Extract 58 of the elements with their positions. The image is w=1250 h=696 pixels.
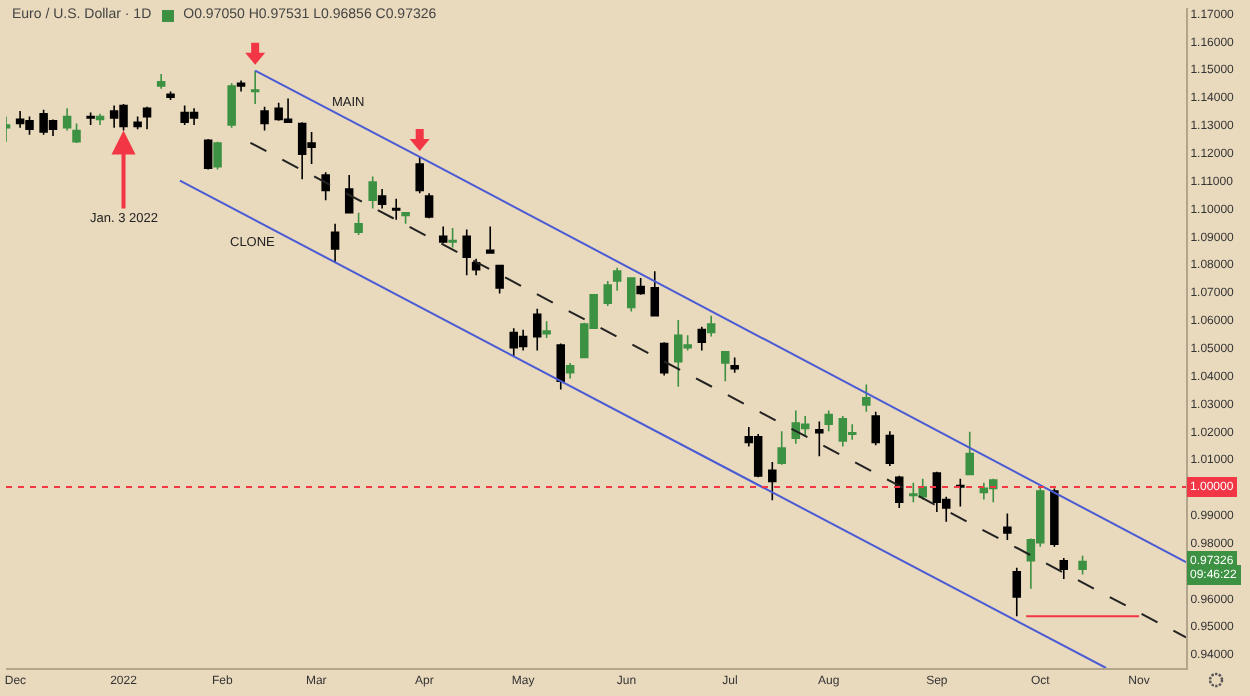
candlestick <box>627 277 636 313</box>
candlestick <box>236 79 246 93</box>
candlestick <box>448 227 457 249</box>
candlestick <box>227 82 236 129</box>
candlestick <box>142 106 152 130</box>
candlestick <box>800 415 810 438</box>
candlestick <box>612 267 622 292</box>
candlestick <box>815 420 824 458</box>
candlestick <box>95 113 105 126</box>
candlestick <box>636 277 645 296</box>
candlestick <box>72 122 81 144</box>
candlestick <box>697 326 707 352</box>
candlestick <box>260 106 269 132</box>
candlestick <box>730 356 739 374</box>
candlestick <box>706 314 716 338</box>
candlestick <box>485 225 495 254</box>
candlestick <box>330 223 340 264</box>
candlestick <box>377 188 387 210</box>
candlestick <box>250 69 260 105</box>
candlestick <box>542 320 551 339</box>
candlestick <box>86 111 95 126</box>
candlestick <box>368 175 377 210</box>
candlestick <box>965 431 974 476</box>
candlestick <box>777 430 786 466</box>
candlestick <box>401 211 410 225</box>
candlestick <box>862 383 871 413</box>
candlestick <box>62 107 72 132</box>
candlestick <box>133 115 142 130</box>
candlestick <box>213 140 222 171</box>
candlestick <box>495 264 504 295</box>
candlestick <box>556 342 565 391</box>
candlestick <box>424 192 434 220</box>
candlestick <box>1050 487 1059 548</box>
candlestick <box>344 174 354 214</box>
candlestick <box>532 307 542 352</box>
candlestick <box>603 280 612 307</box>
candlestick <box>1003 512 1012 541</box>
candlestick <box>565 362 575 380</box>
candlestick <box>659 341 669 377</box>
candlestick <box>156 73 166 90</box>
candlestick <box>847 423 857 441</box>
candlestick <box>354 211 363 236</box>
candlestick <box>1059 557 1069 580</box>
candlestick <box>1012 566 1022 617</box>
candlestick <box>650 270 660 317</box>
candlestick <box>203 138 213 171</box>
candlestick <box>753 433 763 479</box>
candlestick <box>871 411 880 447</box>
candlestick <box>721 351 730 382</box>
candlestick <box>438 225 448 245</box>
candlestick <box>824 409 833 433</box>
candlestick <box>471 257 481 277</box>
candlestick <box>885 430 895 467</box>
candlestick <box>838 415 848 448</box>
candlestick <box>462 228 471 277</box>
candlestick <box>415 156 424 194</box>
candlestick <box>768 461 777 502</box>
candlestick <box>391 197 401 221</box>
